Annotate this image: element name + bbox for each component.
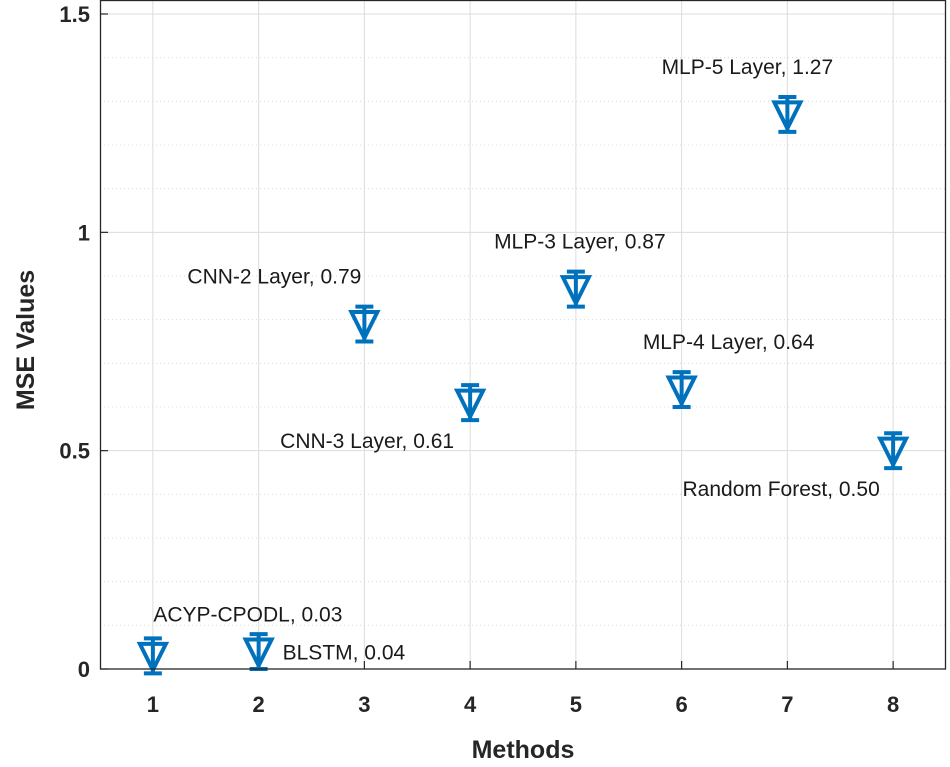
data-point-marker xyxy=(559,275,593,308)
data-label: BLSTM, 0.04 xyxy=(283,642,406,665)
data-label: MLP-3 Layer, 0.87 xyxy=(494,231,666,254)
data-label: MLP-4 Layer, 0.64 xyxy=(643,331,815,354)
x-tick-label: 6 xyxy=(676,692,688,717)
data-label: Random Forest, 0.50 xyxy=(682,478,879,501)
data-point-marker xyxy=(665,375,698,409)
x-tick-label: 8 xyxy=(887,692,899,717)
data-label: MLP-5 Layer, 1.27 xyxy=(662,56,834,79)
data-label: CNN-3 Layer, 0.61 xyxy=(280,430,454,453)
y-axis-title: MSE Values xyxy=(12,270,40,410)
data-point-marker xyxy=(453,388,487,422)
data-label: ACYP-CPODL, 0.03 xyxy=(153,603,342,626)
y-tick-label: 0.5 xyxy=(59,439,90,464)
x-tick-label: 3 xyxy=(358,692,370,717)
data-points: ACYP-CPODL, 0.03 BLSTM, 0.04 CNN-2 Layer, … xyxy=(136,56,910,676)
grid xyxy=(100,0,946,670)
data-point-marker xyxy=(136,641,170,675)
data-point-marker xyxy=(348,310,381,343)
x-tick-label: 2 xyxy=(253,692,265,717)
x-tick-label: 1 xyxy=(147,692,159,717)
x-tick-label: 7 xyxy=(781,692,793,717)
x-tick-label: 5 xyxy=(570,692,582,717)
y-tick-label: 0 xyxy=(78,657,90,682)
y-tick-label: 1.5 xyxy=(59,2,90,27)
data-label: CNN-2 Layer, 0.79 xyxy=(187,266,361,289)
data-point-marker xyxy=(771,100,804,133)
x-tick-label: 4 xyxy=(464,692,477,717)
data-point-marker xyxy=(876,436,910,470)
x-axis-title: Methods xyxy=(472,736,575,764)
plot-frame xyxy=(99,0,947,670)
data-point-marker xyxy=(242,637,275,671)
axis-ticks: 0 0.5 1 1.5 1 2 3 4 5 6 7 8 xyxy=(59,2,899,717)
y-tick-label: 1 xyxy=(78,220,90,245)
plot-background xyxy=(100,0,946,669)
